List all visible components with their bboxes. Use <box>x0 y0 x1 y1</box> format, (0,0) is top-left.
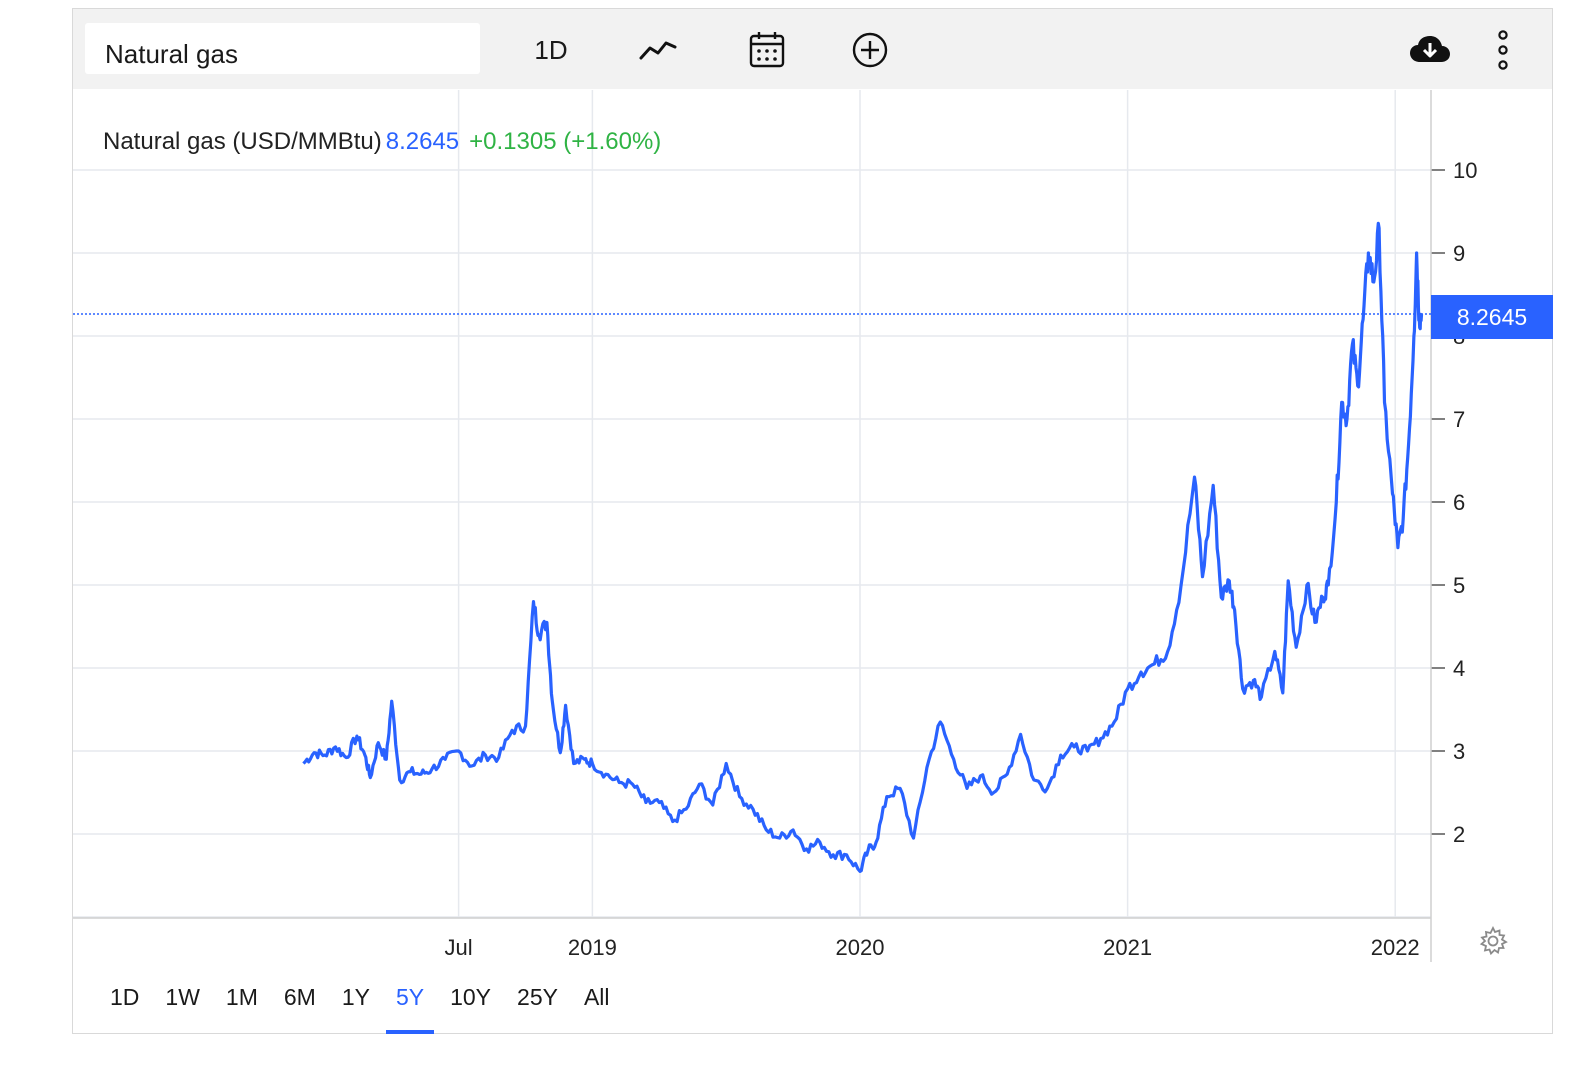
x-tick-label: 2021 <box>1103 935 1152 960</box>
x-tick-label: Jul <box>445 935 473 960</box>
last-price-label: 8.2645 <box>1431 295 1553 339</box>
x-tick-label: 2020 <box>836 935 885 960</box>
calendar-icon <box>749 32 785 68</box>
y-tick-label: 10 <box>1453 158 1477 183</box>
price-series-line <box>302 221 1424 873</box>
chart-widget <box>72 8 1553 1034</box>
x-tick-label: 2019 <box>568 935 617 960</box>
add-circle-icon <box>852 32 888 68</box>
symbol-search-input[interactable]: Natural gas <box>85 23 480 74</box>
chart-legend: Natural gas (USD/MMBtu) 8.2645 +0.1305 (+1… <box>103 128 661 156</box>
series-name: Natural gas (USD/MMBtu) <box>103 128 382 155</box>
range-button-5y[interactable]: 5Y <box>385 978 435 1034</box>
range-button-25y[interactable]: 25Y <box>517 984 558 1010</box>
range-button-all[interactable]: All <box>583 984 610 1010</box>
download-button[interactable] <box>1406 28 1454 72</box>
price-change: +0.1305 (+1.60%) <box>469 128 662 155</box>
y-tick-label: 3 <box>1453 739 1465 764</box>
x-tick-label: 2022 <box>1371 935 1420 960</box>
cloud-download-icon <box>1410 36 1450 62</box>
range-button-6m[interactable]: 6M <box>283 984 316 1010</box>
range-button-1d[interactable]: 1D <box>110 984 140 1010</box>
time-range-selector: 1D 1W 1M 6M 1Y 5Y 10Y 25Y All <box>100 978 626 1034</box>
interval-button[interactable]: 1D <box>534 34 568 65</box>
more-options-button[interactable] <box>1488 28 1518 72</box>
date-range-button[interactable] <box>746 28 788 72</box>
y-tick-label: 5 <box>1453 573 1465 598</box>
y-tick-label: 6 <box>1453 490 1465 515</box>
range-button-1y[interactable]: 1Y <box>341 984 370 1010</box>
range-button-1m[interactable]: 1M <box>225 984 258 1010</box>
range-button-10y[interactable]: 10Y <box>450 984 492 1010</box>
y-tick-label: 7 <box>1453 407 1465 432</box>
gear-icon <box>1479 925 1508 956</box>
line-chart-icon <box>639 41 677 60</box>
current-price: 8.2645 <box>385 128 460 155</box>
range-button-1w[interactable]: 1W <box>165 984 200 1010</box>
chart-type-button[interactable] <box>636 28 680 72</box>
add-comparison-button[interactable] <box>848 28 892 72</box>
y-tick-label: 9 <box>1453 241 1465 266</box>
y-tick-label: 2 <box>1453 822 1465 847</box>
more-vertical-icon <box>1498 30 1508 70</box>
chart-settings-button[interactable] <box>1478 925 1508 956</box>
y-tick-label: 4 <box>1453 656 1465 681</box>
